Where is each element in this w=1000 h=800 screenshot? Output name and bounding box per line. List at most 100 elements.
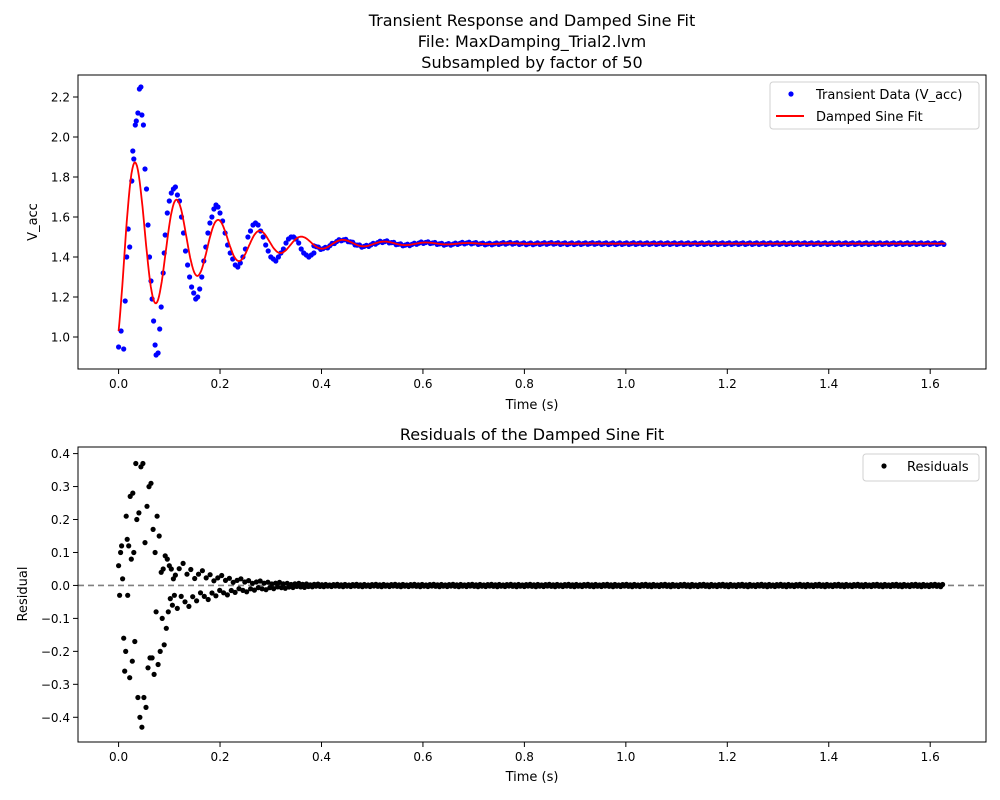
fit-line xyxy=(117,161,946,332)
data-point xyxy=(168,190,174,196)
legend-label-transient-data: Transient Data (V_acc) xyxy=(815,88,962,103)
data-point xyxy=(132,122,138,128)
residual-point xyxy=(169,602,175,608)
data-point xyxy=(247,228,254,234)
data-point xyxy=(124,254,130,260)
chart2-y-axis-label: Residual xyxy=(16,567,31,622)
data-point xyxy=(166,198,172,204)
x-tick-label: 0.4 xyxy=(312,377,331,391)
residual-point xyxy=(246,578,252,584)
residual-point xyxy=(124,536,130,542)
data-point xyxy=(127,244,133,250)
chart2-x-axis: 0.0 0.2 0.4 0.6 0.8 1.0 1.2 1.4 1.6 xyxy=(109,742,940,764)
residual-point xyxy=(145,665,151,671)
residual-point xyxy=(137,714,143,720)
legend-label-damped-sine-fit: Damped Sine Fit xyxy=(816,110,923,125)
residual-point xyxy=(178,593,184,600)
residual-point xyxy=(224,592,230,598)
residual-point xyxy=(136,510,142,516)
data-point xyxy=(265,248,271,254)
residual-point xyxy=(249,580,256,586)
x-tick-label: 1.2 xyxy=(718,750,737,764)
chart1-y-axis: 1.0 1.2 1.4 1.6 1.8 2.0 2.2 xyxy=(51,91,78,345)
data-point xyxy=(187,274,193,280)
data-point xyxy=(255,222,261,228)
data-point xyxy=(217,210,223,216)
chart2-legend-box xyxy=(862,453,980,482)
data-point xyxy=(133,118,139,124)
x-tick-label: 0.0 xyxy=(109,377,128,391)
residual-point xyxy=(154,513,160,519)
data-point xyxy=(195,294,201,300)
data-point xyxy=(143,186,150,192)
residual-point xyxy=(144,503,150,509)
residual-point xyxy=(129,658,135,664)
residual-point xyxy=(118,549,124,556)
x-tick-label: 1.0 xyxy=(616,750,635,764)
residual-point xyxy=(161,642,167,648)
residual-point xyxy=(172,572,178,578)
residual-point xyxy=(205,596,211,603)
chart2-marks xyxy=(78,460,986,730)
residual-point xyxy=(151,671,157,678)
residual-point xyxy=(142,540,148,546)
residual-point xyxy=(160,566,166,572)
data-point xyxy=(235,264,241,270)
y-tick-label: 0.4 xyxy=(51,447,70,461)
residual-point xyxy=(127,675,133,681)
residual-point xyxy=(195,571,202,577)
data-point xyxy=(263,242,269,248)
chart2-x-axis-label: Time (s) xyxy=(505,770,559,785)
residual-point xyxy=(156,533,162,539)
residual-point xyxy=(232,589,238,596)
chart2-plot-frame xyxy=(77,446,987,743)
x-tick-label: 0.6 xyxy=(413,377,432,391)
residual-point xyxy=(150,526,156,533)
residual-point xyxy=(119,543,125,549)
x-tick-label: 0.4 xyxy=(312,750,331,764)
data-point xyxy=(172,184,178,190)
residuals-chart: Residuals of the Damped Sine Fit 0.0 0.2 0… xyxy=(16,425,987,785)
residual-point xyxy=(192,575,198,582)
residual-point xyxy=(163,625,169,631)
residual-point xyxy=(121,635,127,641)
data-point xyxy=(138,84,144,90)
y-tick-label: −0.3 xyxy=(41,678,70,692)
residual-point xyxy=(123,513,129,519)
residual-point xyxy=(211,578,217,584)
residual-point xyxy=(222,577,229,584)
x-tick-label: 0.8 xyxy=(515,750,534,764)
x-tick-label: 0.6 xyxy=(413,750,432,764)
y-tick-label: 0.0 xyxy=(51,579,70,593)
chart1-plot-frame xyxy=(77,74,987,370)
residual-point xyxy=(182,599,188,605)
data-point xyxy=(158,304,164,310)
x-tick-label: 0.8 xyxy=(515,377,534,391)
residual-point xyxy=(221,590,227,596)
legend-marker-transient-data xyxy=(788,91,794,97)
residual-point xyxy=(157,648,163,655)
residual-point xyxy=(184,571,190,577)
residual-point xyxy=(168,566,174,572)
data-point xyxy=(197,286,203,292)
residual-point xyxy=(257,578,263,584)
chart1-legend-box xyxy=(769,81,980,130)
residual-point xyxy=(125,592,131,598)
legend-marker-residuals xyxy=(881,463,887,469)
residual-point xyxy=(148,480,154,486)
data-point xyxy=(311,250,317,256)
y-tick-label: −0.4 xyxy=(41,711,70,725)
residual-point xyxy=(152,549,158,556)
residual-point xyxy=(188,566,194,573)
residual-point xyxy=(238,576,244,582)
residual-point xyxy=(134,516,140,523)
y-tick-label: 1.6 xyxy=(51,211,70,225)
residual-point xyxy=(176,566,182,572)
residual-point xyxy=(133,460,139,467)
residual-point xyxy=(271,586,277,592)
residual-point xyxy=(135,694,141,701)
y-tick-label: −0.2 xyxy=(41,645,70,659)
residual-point xyxy=(226,575,232,581)
residual-point xyxy=(219,572,225,579)
residual-point xyxy=(159,615,165,622)
